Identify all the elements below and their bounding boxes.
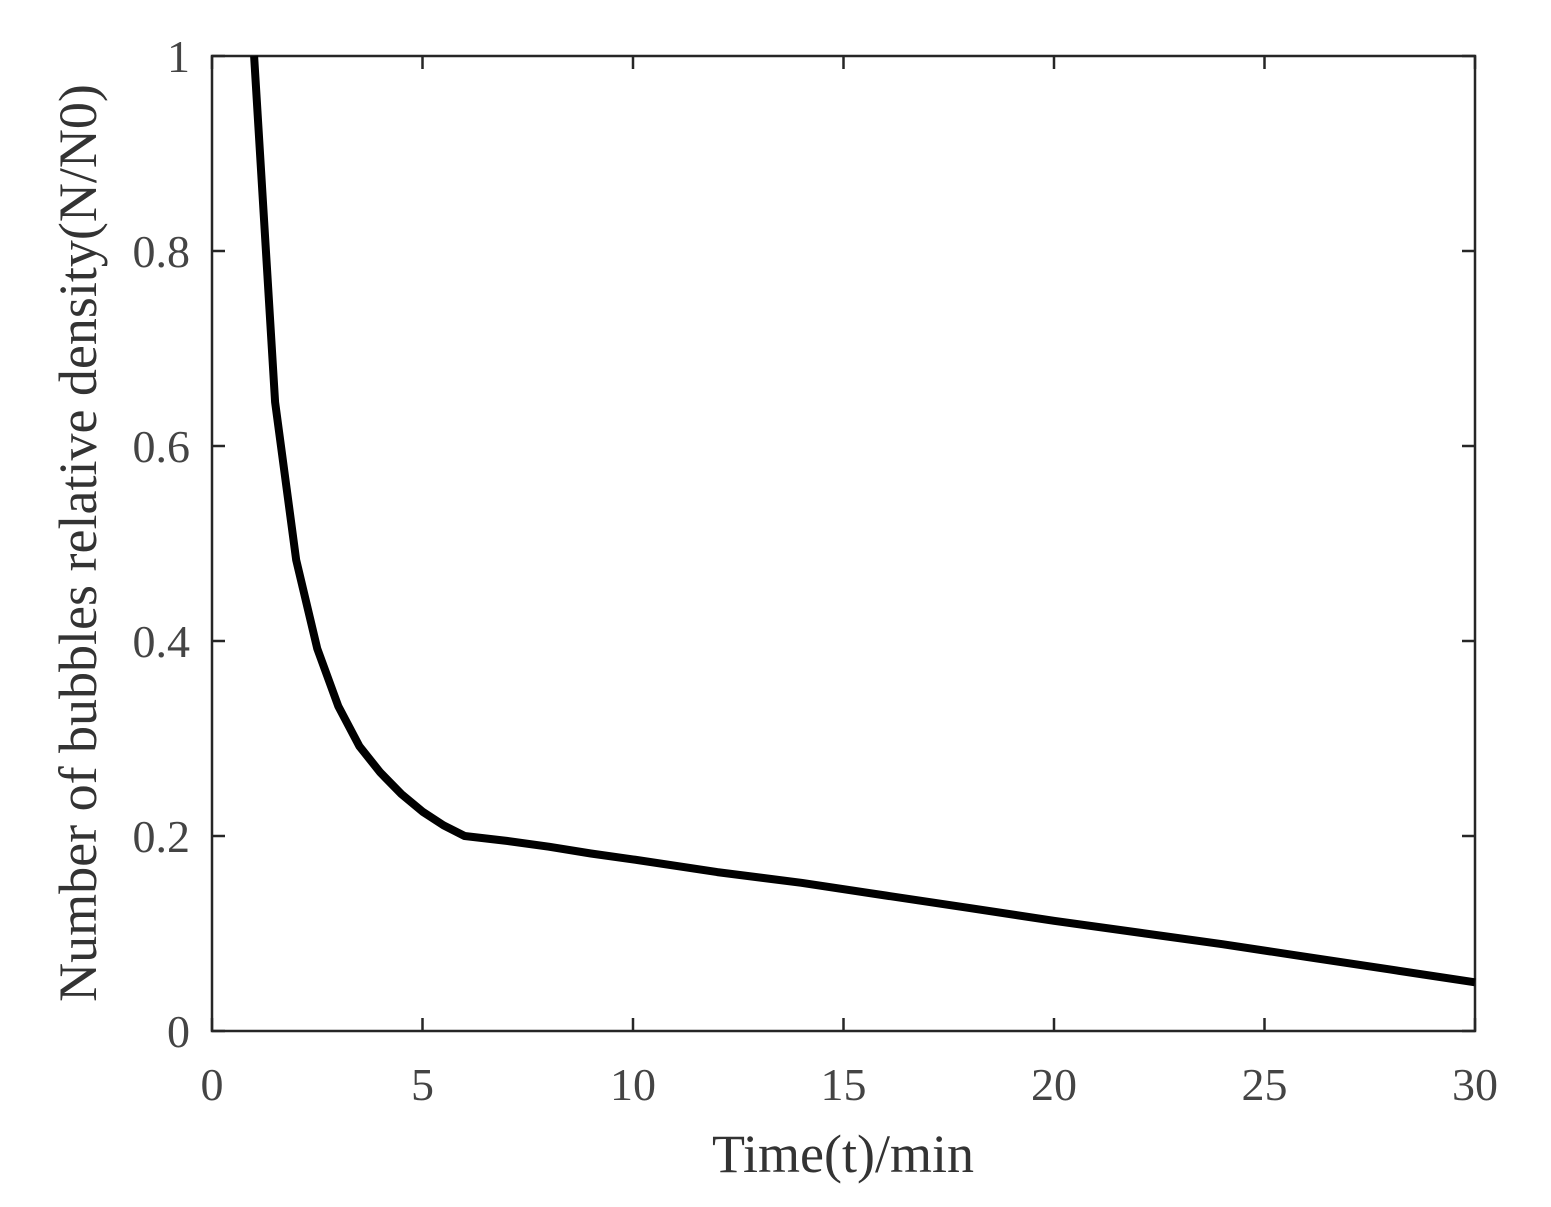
x-tick-label: 10 bbox=[610, 1059, 656, 1110]
series-line bbox=[250, 55, 1476, 987]
y-tick-label: 0.2 bbox=[133, 811, 191, 862]
y-tick-label: 0.4 bbox=[133, 616, 191, 667]
y-tick-label: 0.8 bbox=[133, 226, 191, 277]
x-tick-label: 15 bbox=[821, 1059, 867, 1110]
y-tick-label: 0 bbox=[167, 1006, 190, 1057]
x-tick-label: 20 bbox=[1031, 1059, 1077, 1110]
y-axis-title: Number of bubbles relative density(N/N0) bbox=[48, 84, 108, 1002]
x-axis-title: Time(t)/min bbox=[712, 1124, 974, 1184]
tick-labels: 0 5 10 15 20 25 30 0 0.2 0.4 0.6 0.8 1 bbox=[133, 31, 1499, 1110]
y-tick-label: 1 bbox=[167, 31, 190, 82]
series-layer bbox=[250, 55, 1476, 987]
x-tick-label: 30 bbox=[1452, 1059, 1498, 1110]
x-tick-label: 0 bbox=[201, 1059, 224, 1110]
y-tick-label: 0.6 bbox=[133, 421, 191, 472]
plot-area bbox=[210, 54, 1477, 1033]
x-tick-label: 25 bbox=[1242, 1059, 1288, 1110]
x-tick-label: 5 bbox=[411, 1059, 434, 1110]
axis-ticks bbox=[210, 54, 1477, 1033]
